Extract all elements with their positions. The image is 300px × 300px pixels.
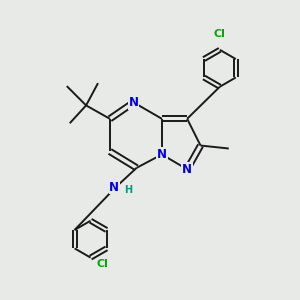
Text: N: N — [129, 96, 139, 109]
Text: Cl: Cl — [96, 259, 108, 269]
Text: N: N — [182, 163, 192, 176]
Text: Cl: Cl — [214, 29, 226, 39]
Text: N: N — [157, 148, 167, 161]
Text: H: H — [124, 185, 132, 195]
Text: N: N — [109, 181, 119, 194]
